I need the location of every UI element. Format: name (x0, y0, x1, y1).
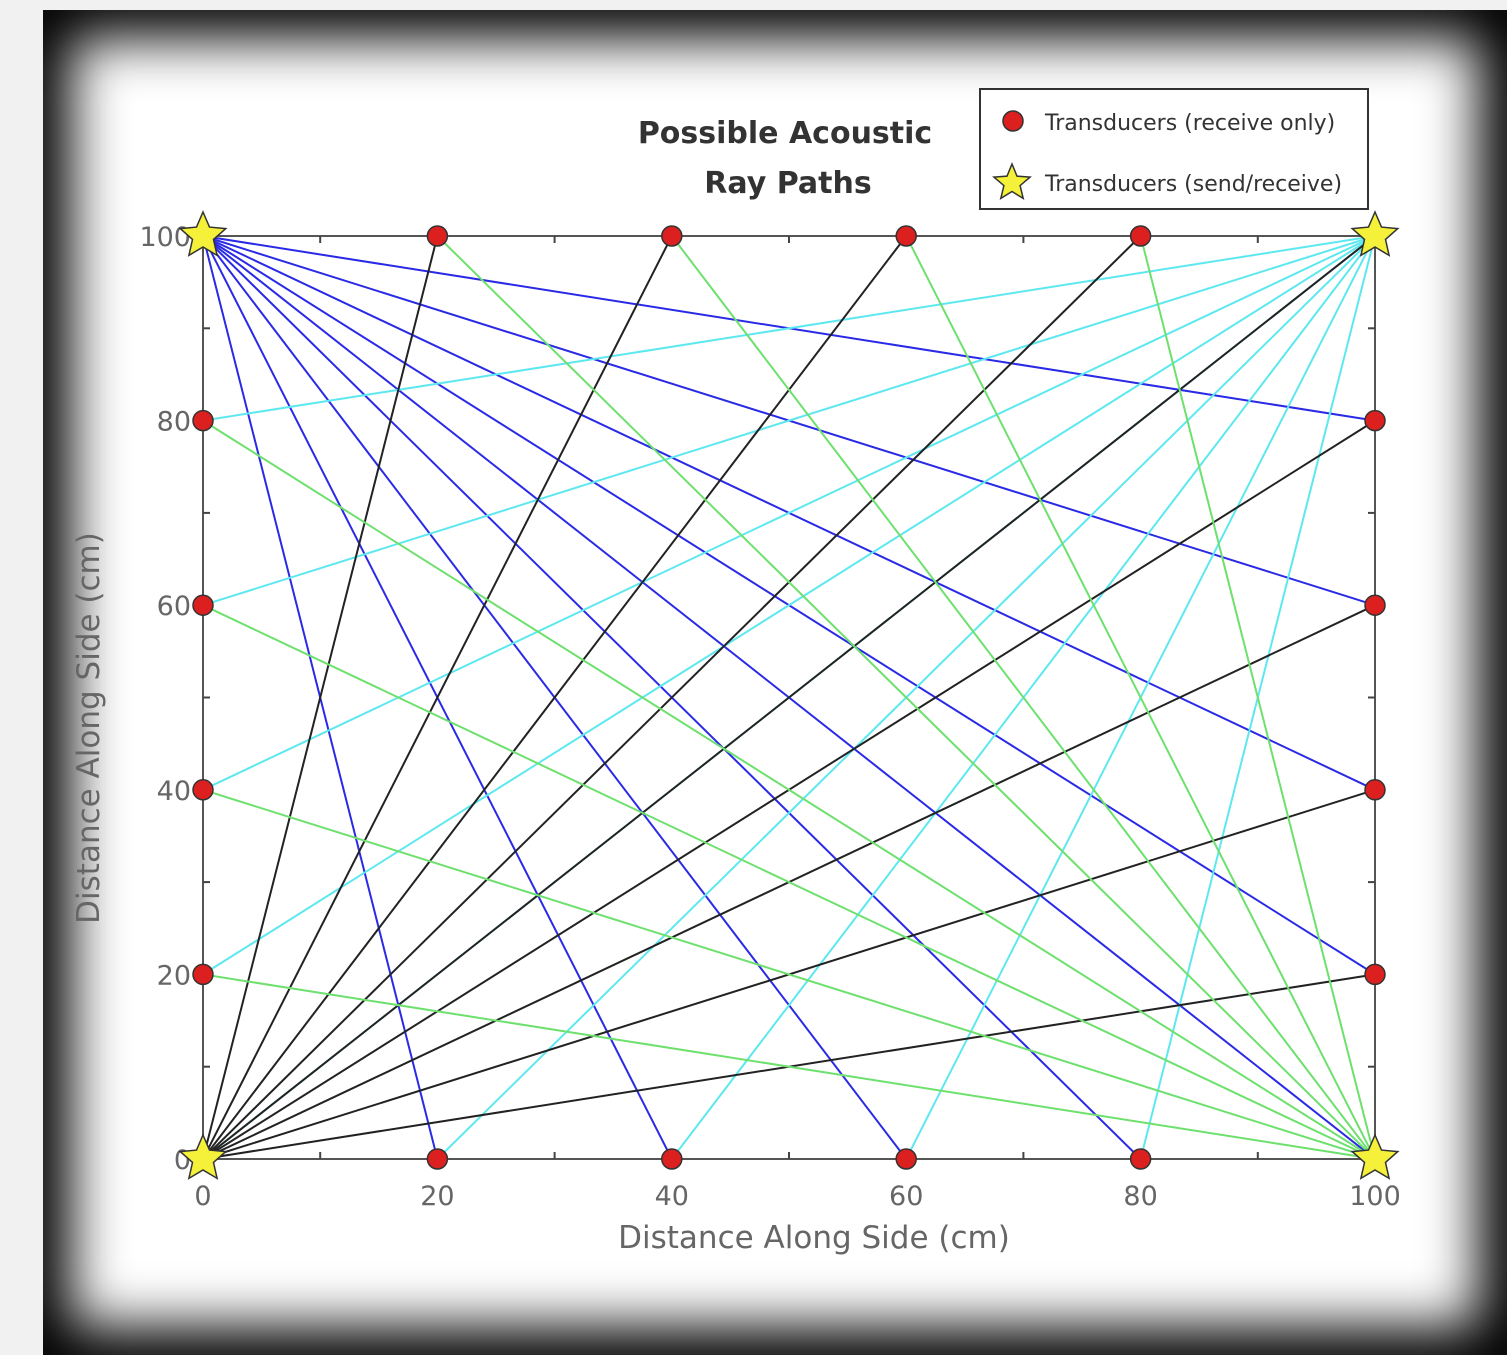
x-tick-label: 20 (420, 1181, 454, 1212)
ray-path (202, 604, 1376, 1160)
transducer-receive-marker (426, 225, 449, 247)
transducer-receive-marker (1364, 963, 1386, 986)
transducer-receive-marker (192, 594, 214, 616)
transducer-receive-marker (1129, 225, 1152, 247)
y-tick-label: 0 (174, 1145, 191, 1176)
x-axis-label: Distance Along Side (cm) (618, 1220, 1010, 1256)
transducer-send-receive-marker (178, 1133, 228, 1180)
markers-layer (178, 210, 1400, 1180)
ray-path (202, 419, 1376, 1160)
ray-path (202, 788, 1376, 1160)
transducer-receive-marker (192, 963, 214, 986)
ticks-layer: 0 20 40 60 80 100 0 20 40 60 80 100 (139, 222, 1400, 1212)
transducer-receive-marker (426, 1148, 449, 1170)
chart-title-line-1: Possible Acoustic (638, 116, 932, 151)
transducer-receive-marker (895, 1148, 917, 1170)
y-tick-label: 60 (157, 591, 191, 622)
chart-frame: 0 20 40 60 80 100 0 20 40 60 80 100 Possible Acoust… (43, 10, 1507, 1355)
transducer-send-receive-marker (1350, 210, 1400, 257)
y-tick-label: 20 (157, 960, 191, 991)
x-tick-label: 80 (1123, 1181, 1157, 1212)
y-tick-label: 80 (157, 407, 191, 438)
transducer-send-receive-marker (1350, 1133, 1400, 1180)
transducer-receive-marker (1364, 409, 1386, 432)
legend-receive-label: Transducers (receive only) (1044, 111, 1335, 136)
transducer-receive-marker (661, 225, 683, 247)
legend-receive-marker (1002, 110, 1024, 132)
x-tick-label: 100 (1349, 1181, 1401, 1212)
y-axis-label: Distance Along Side (cm) (71, 532, 107, 924)
ray-path (1139, 235, 1376, 1160)
ray-path (905, 235, 1376, 1160)
transducer-send-receive-marker (178, 210, 228, 257)
y-tick-label: 40 (157, 776, 191, 807)
ray-path (436, 235, 1376, 1160)
rays-layer (202, 235, 1376, 1160)
legend-send-receive-label: Transducers (send/receive) (1044, 172, 1342, 197)
transducer-receive-marker (661, 1148, 683, 1170)
ray-path (202, 973, 1376, 1160)
ray-path (671, 235, 1376, 1160)
x-tick-label: 40 (655, 1181, 689, 1212)
legend: Transducers (receive only) Transducers (… (979, 88, 1369, 210)
y-tick-label: 100 (139, 222, 191, 253)
chart-title-line-2: Ray Paths (704, 166, 871, 201)
transducer-receive-marker (1129, 1148, 1152, 1170)
legend-box (979, 88, 1369, 210)
x-tick-label: 0 (194, 1181, 211, 1212)
transducer-receive-marker (192, 409, 214, 432)
transducer-receive-marker (895, 225, 917, 247)
ray-path (202, 235, 439, 1160)
transducer-receive-marker (192, 779, 214, 801)
legend-send-receive-marker (992, 162, 1032, 200)
chart-svg: 0 20 40 60 80 100 0 20 40 60 80 100 Possible Acoust… (71, 88, 1401, 1256)
transducer-receive-marker (1364, 779, 1386, 801)
transducer-receive-marker (1364, 594, 1386, 616)
x-tick-label: 60 (889, 1181, 923, 1212)
